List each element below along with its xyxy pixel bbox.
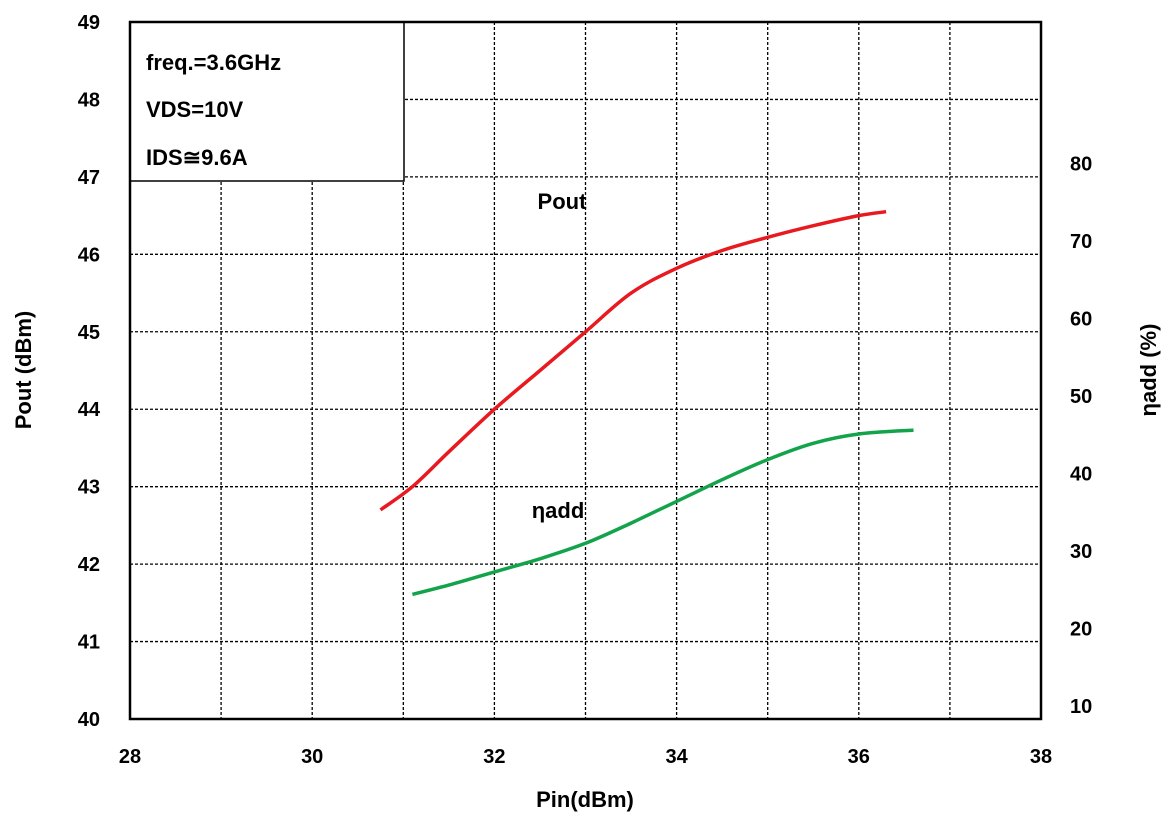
y-right-tick-label: 70 [1070,231,1092,253]
x-axis-title: Pin(dBm) [536,787,634,812]
x-tick-label: 36 [848,746,870,768]
y-right-tick-label: 80 [1070,154,1092,176]
condition-ids: IDS≅9.6A [146,145,248,170]
x-tick-label: 38 [1030,746,1052,768]
y-left-tick-label: 42 [78,554,100,576]
series-line-eta-add [411,428,914,597]
y-left-axis-ticks: 40 41 42 43 44 45 46 47 48 49 [78,12,101,731]
y-right-tick-label: 50 [1070,386,1092,408]
y-left-tick-label: 40 [78,709,100,731]
x-tick-label: 28 [119,746,141,768]
y-left-tick-label: 48 [78,89,100,111]
y-left-tick-label: 49 [78,12,100,34]
y-left-axis-title: Pout (dBm) [11,311,36,430]
series-line-pout [379,209,887,512]
y-left-tick-label: 46 [78,244,100,266]
y-right-tick-label: 10 [1070,696,1092,718]
x-tick-label: 30 [301,746,323,768]
condition-vds: VDS=10V [146,97,244,122]
plot-frame [128,20,1043,721]
y-left-tick-label: 41 [78,632,100,654]
eta-annotation: ηadd [532,498,585,523]
x-tick-label: 32 [483,746,505,768]
conditions-box: freq.=3.6GHz VDS=10V IDS≅9.6A [129,21,405,182]
y-right-tick-label: 40 [1070,464,1092,486]
pout-annotation: Pout [538,189,588,214]
y-left-tick-label: 43 [78,477,100,499]
series [379,209,914,597]
y-right-tick-label: 60 [1070,309,1092,331]
y-left-tick-label: 44 [78,399,101,421]
y-right-tick-label: 20 [1070,619,1092,641]
conditions-box-border [129,21,405,182]
x-tick-label: 34 [665,746,688,768]
y-left-tick-label: 47 [78,167,100,189]
y-left-tick-label: 45 [78,322,100,344]
y-right-tick-label: 30 [1070,541,1092,563]
y-right-axis-ticks: 10 20 30 40 50 60 70 80 [1070,154,1092,719]
y-right-axis-title: ηadd (%) [1136,324,1161,417]
condition-frequency: freq.=3.6GHz [146,50,281,75]
x-axis-ticks: 28 30 32 34 36 38 [119,746,1052,768]
